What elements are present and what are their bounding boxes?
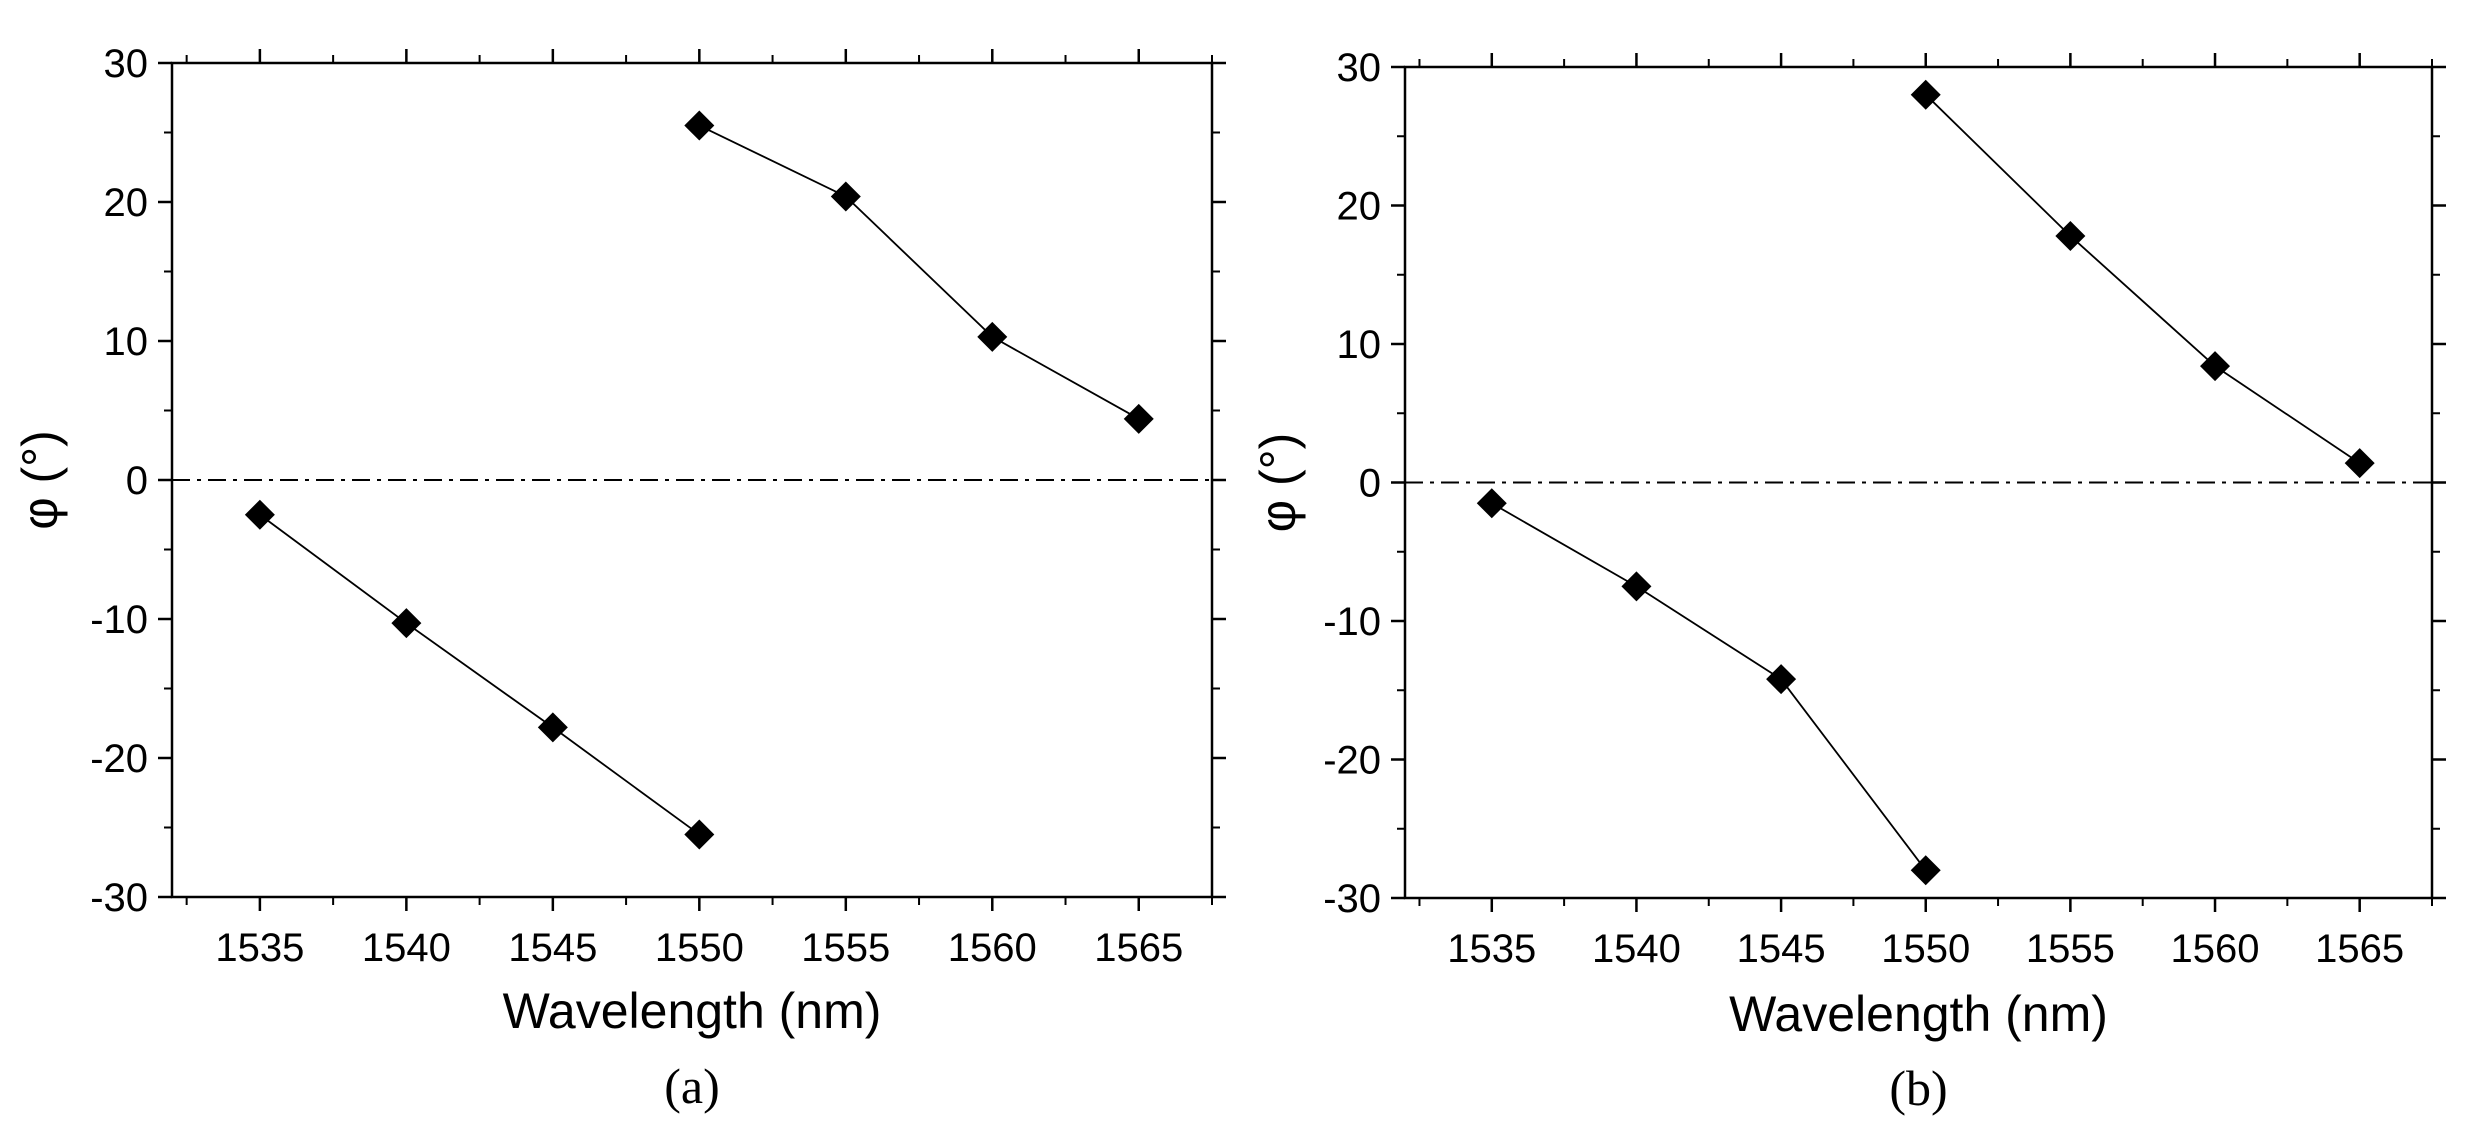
y-tick-label: 30 xyxy=(1337,46,1382,90)
y-tick-label: -30 xyxy=(90,876,148,920)
x-tick-label: 1535 xyxy=(1447,927,1536,971)
data-point-diamond xyxy=(684,110,715,141)
data-point-diamond xyxy=(977,321,1008,352)
x-tick-label: 1555 xyxy=(801,926,890,970)
data-point-diamond xyxy=(1910,79,1941,110)
x-tick-label: 1545 xyxy=(1737,927,1826,971)
data-point-diamond xyxy=(830,181,861,212)
data-point-diamond xyxy=(1621,571,1652,602)
x-tick-label: 1545 xyxy=(508,926,597,970)
y-tick-label: 10 xyxy=(104,320,149,364)
series-line xyxy=(698,124,1140,420)
data-point-diamond xyxy=(1910,855,1941,886)
x-tick-label: 1555 xyxy=(2026,927,2115,971)
x-axis-title: Wavelength (nm) xyxy=(503,983,882,1039)
series-line xyxy=(259,514,700,836)
series-line xyxy=(1925,94,2361,464)
y-tick-label: -20 xyxy=(1323,739,1381,783)
x-tick-label: 1565 xyxy=(1094,926,1183,970)
x-tick-label: 1540 xyxy=(1592,927,1681,971)
data-point-diamond xyxy=(537,712,568,743)
x-tick-label: 1565 xyxy=(2315,927,2404,971)
x-tick-label: 1535 xyxy=(215,926,304,970)
y-tick-label: -10 xyxy=(1323,600,1381,644)
y-axis-title: φ (°) xyxy=(1250,433,1306,533)
data-point-diamond xyxy=(244,499,275,530)
x-axis-title: Wavelength (nm) xyxy=(1729,986,2108,1042)
data-point-diamond xyxy=(391,608,422,639)
x-tick-label: 1550 xyxy=(1881,927,1970,971)
y-tick-label: -20 xyxy=(90,737,148,781)
x-tick-label: 1540 xyxy=(362,926,451,970)
data-point-diamond xyxy=(1766,664,1797,695)
y-axis-title: φ (°) xyxy=(12,430,68,530)
data-point-diamond xyxy=(1476,488,1507,519)
data-point-diamond xyxy=(2055,220,2086,251)
x-tick-label: 1550 xyxy=(655,926,744,970)
panel-label: (b) xyxy=(1889,1060,1947,1116)
series-line xyxy=(1491,502,1927,871)
x-tick-label: 1560 xyxy=(948,926,1037,970)
data-point-diamond xyxy=(2200,351,2231,382)
panel-label: (a) xyxy=(664,1058,720,1114)
y-tick-label: 30 xyxy=(104,42,149,86)
y-tick-label: 0 xyxy=(126,459,148,503)
y-tick-label: -30 xyxy=(1323,877,1381,921)
y-tick-label: 0 xyxy=(1359,462,1381,506)
data-point-diamond xyxy=(2344,448,2375,479)
y-tick-label: -10 xyxy=(90,598,148,642)
data-point-diamond xyxy=(1123,403,1154,434)
data-point-diamond xyxy=(684,819,715,850)
y-tick-label: 20 xyxy=(104,181,149,225)
y-tick-label: 10 xyxy=(1337,323,1382,367)
x-tick-label: 1560 xyxy=(2171,927,2260,971)
chart-panel-b: 1535 1540 1545 1550 1555 1560 1565 -30 -20 -10 0 10… xyxy=(1250,46,2446,1116)
y-tick-label: 20 xyxy=(1337,185,1382,229)
chart-panel-a: 1535 1540 1545 1550 1555 1560 1565 -30 -20 -10 0 10… xyxy=(12,42,1226,1114)
